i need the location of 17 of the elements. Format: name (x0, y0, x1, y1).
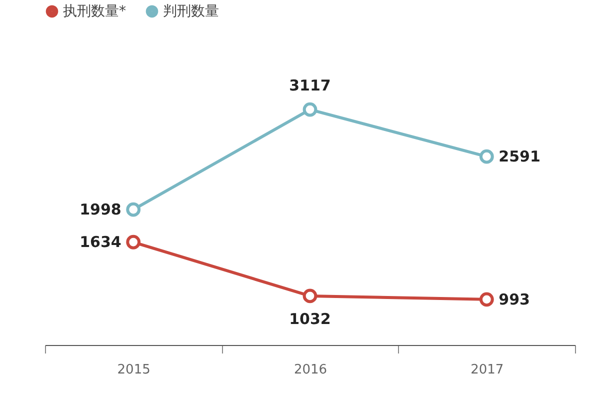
legend-label: 判刑数量 (163, 3, 219, 20)
data-label: 1998 (80, 200, 122, 219)
point (302, 102, 318, 117)
point (302, 288, 318, 304)
x-tick-label: 2017 (470, 362, 504, 378)
data-label: 2591 (498, 148, 540, 166)
legend-label: 执刑数量* (63, 3, 126, 20)
data-label: 993 (498, 290, 530, 308)
data-label: 3117 (289, 76, 331, 95)
x-tick-label: 2016 (294, 362, 328, 378)
point (126, 234, 141, 250)
point (126, 202, 141, 217)
point (479, 292, 494, 307)
data-label: 1032 (289, 310, 331, 328)
x-tick-label: 2015 (117, 362, 150, 378)
point (479, 149, 494, 164)
data-label: 1634 (80, 233, 122, 252)
